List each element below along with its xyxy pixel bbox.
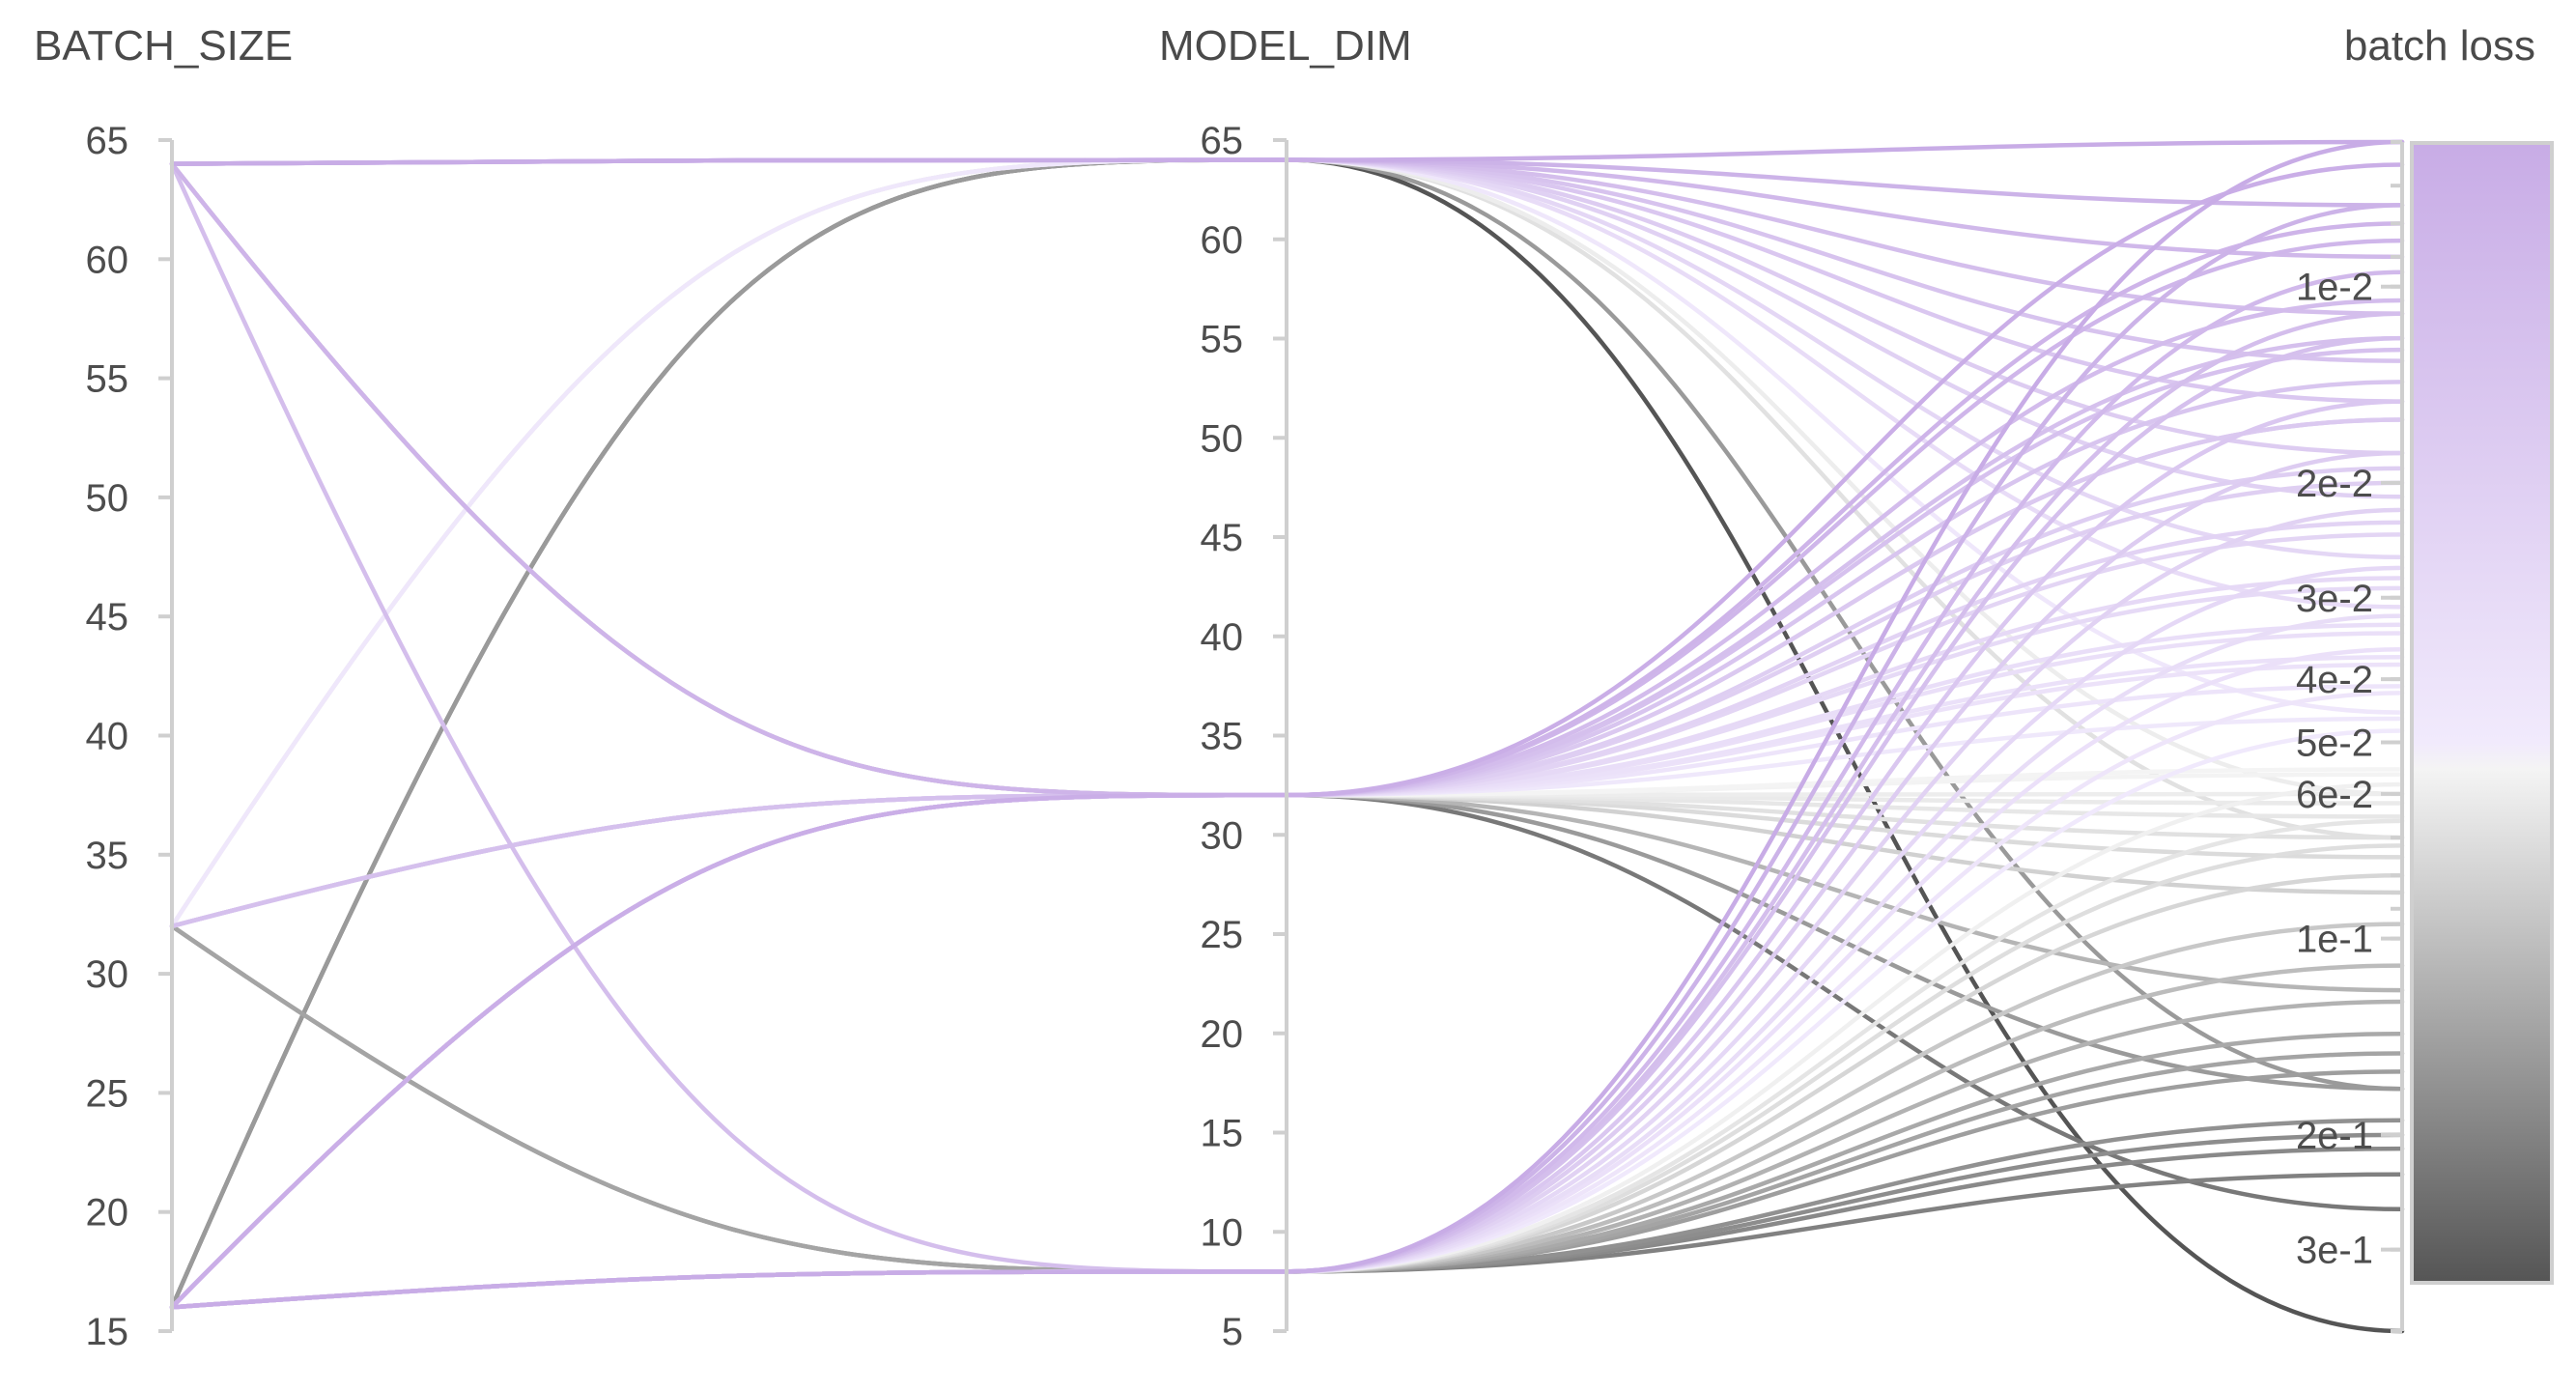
tick-label: 3e-1 (2296, 1230, 2373, 1272)
tick-label: 3e-2 (2296, 578, 2373, 620)
tick-label: 20 (86, 1192, 129, 1235)
tick-label: 15 (1201, 1113, 1244, 1155)
axis-title: BATCH_SIZE (34, 22, 293, 70)
run-line[interactable] (169, 139, 2405, 1310)
tick-label: 45 (1201, 517, 1244, 559)
tick-label: 60 (1201, 219, 1244, 262)
tick-label: 6e-2 (2296, 774, 2373, 816)
tick-label: 50 (86, 477, 129, 520)
axis-title: batch loss (2344, 22, 2535, 70)
run-line[interactable] (169, 162, 2405, 1310)
tick-label: 30 (86, 953, 129, 996)
tick-label: 35 (1201, 716, 1244, 758)
tick-label: 55 (86, 358, 129, 401)
tick-label: 50 (1201, 417, 1244, 460)
axis-batch_size[interactable]: 65 60 55 50 45 40 35 30 25 20 15 (86, 120, 174, 1353)
tick-label: 1e-1 (2296, 919, 2373, 961)
axes: 65 60 55 50 45 40 35 30 25 20 15 65 60 55 50 45 40 35 30 25… (34, 22, 2535, 1353)
colorbar: 1e-2 2e-2 3e-2 4e-2 5e-2 6e-2 1e-1 2e-1 3e-1 (2296, 140, 2554, 1333)
tick-label: 60 (86, 239, 129, 281)
tick-label: 65 (1201, 120, 1244, 162)
tick-label: 5e-2 (2296, 722, 2373, 764)
tick-label: 5 (1222, 1311, 1243, 1353)
colorbar-rect (2410, 141, 2554, 1285)
tick-label: 2e-1 (2296, 1115, 2373, 1157)
tick-label: 1e-2 (2296, 267, 2373, 309)
tick-label: 20 (1201, 1013, 1244, 1056)
tick-label: 30 (1201, 814, 1244, 857)
tick-label: 2e-2 (2296, 463, 2373, 505)
tick-label: 45 (86, 596, 129, 639)
tick-label: 25 (1201, 914, 1244, 956)
tick-label: 35 (86, 835, 129, 877)
tick-label: 15 (86, 1311, 129, 1353)
axis-model_dim[interactable]: 65 60 55 50 45 40 35 30 25 20 15 10 5 (1201, 120, 1288, 1353)
axis-title: MODEL_DIM (1159, 22, 1412, 70)
tick-label: 40 (1201, 616, 1244, 659)
tick-label: 4e-2 (2296, 659, 2373, 701)
tick-label: 25 (86, 1072, 129, 1115)
tick-label: 40 (86, 716, 129, 758)
tick-label: 10 (1201, 1211, 1244, 1254)
tick-label: 65 (86, 120, 129, 162)
tick-label: 55 (1201, 319, 1244, 361)
